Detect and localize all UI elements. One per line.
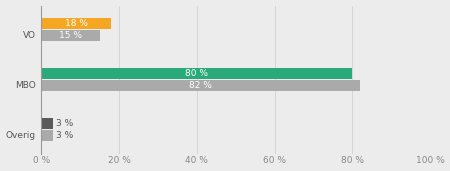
Bar	[41, 18, 111, 29]
Text: 15 %: 15 %	[59, 31, 82, 40]
Bar	[41, 118, 53, 129]
Text: 3 %: 3 %	[56, 119, 73, 128]
Bar	[41, 30, 99, 41]
Bar	[41, 80, 360, 91]
Bar	[41, 68, 352, 79]
Text: 80 %: 80 %	[185, 69, 208, 78]
Bar	[41, 130, 53, 141]
Text: 82 %: 82 %	[189, 81, 212, 90]
Text: 18 %: 18 %	[65, 19, 88, 28]
Text: 3 %: 3 %	[56, 131, 73, 140]
